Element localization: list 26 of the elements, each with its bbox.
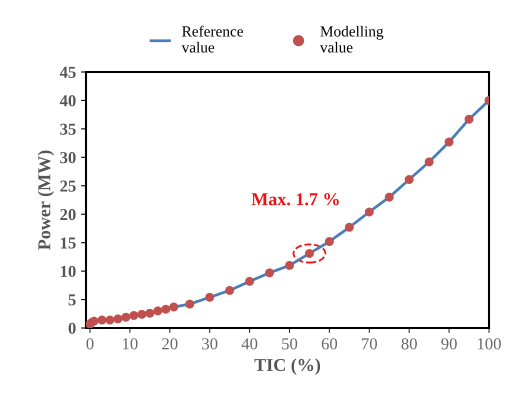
x-tick-label: 40 — [242, 338, 258, 350]
x-tick-label: 100 — [478, 338, 501, 350]
y-axis-title: Power (MW) — [38, 150, 54, 250]
legend-label: Reference value — [182, 26, 244, 53]
y-tick-label: 40 — [60, 95, 76, 106]
x-tick-label: 80 — [402, 338, 417, 350]
x-tick-label: 0 — [86, 338, 94, 350]
x-tick-label: 20 — [162, 338, 178, 350]
x-tick-label: 70 — [362, 338, 377, 350]
x-tick-label: 90 — [441, 338, 457, 350]
y-tick-label: 15 — [60, 237, 76, 249]
y-tick-label: 30 — [60, 152, 76, 164]
y-tick-label: 25 — [60, 180, 76, 192]
x-tick-label: 50 — [282, 338, 298, 350]
annotation: Max. 1.7 % — [252, 193, 339, 206]
x-axis-title: TIC (%) — [254, 358, 320, 375]
x-tick-label: 10 — [123, 338, 138, 350]
legend-label: Modelling value — [320, 26, 384, 53]
y-tick-label: 10 — [60, 266, 76, 278]
x-tick-label: 30 — [202, 338, 218, 350]
y-tick-label: 0 — [68, 322, 76, 334]
y-tick-label: 35 — [60, 124, 76, 135]
y-tick-label: 20 — [60, 208, 76, 220]
y-tick-label: 5 — [68, 294, 76, 306]
x-tick-label: 60 — [322, 338, 338, 350]
y-tick-label: 45 — [60, 66, 76, 78]
